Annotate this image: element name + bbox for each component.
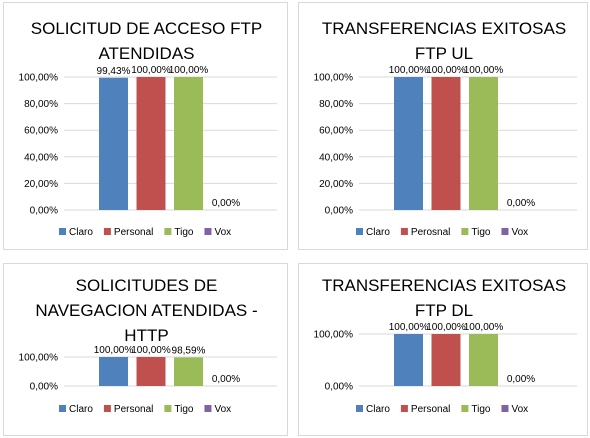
chart-ftp-access: SOLICITUD DE ACCESO FTP ATENDIDAS 0,00% 20,… — [19, 19, 277, 238]
legend-swatch-vox — [204, 228, 212, 235]
legend-label-vox: Vox — [214, 227, 231, 238]
y-tick-label: 80,00% — [319, 99, 353, 110]
data-label-tigo: 100,00% — [169, 65, 209, 76]
y-tick-label: 80,00% — [24, 99, 58, 110]
legend-swatch-vox — [501, 405, 509, 412]
data-label-vox: 0,00% — [212, 198, 240, 209]
y-tick-label: 20,00% — [319, 179, 353, 190]
y-tick-label: 100,00% — [19, 73, 59, 84]
data-label-tigo: 100,00% — [464, 65, 504, 76]
y-tick-label: 0,00% — [30, 382, 58, 393]
y-tick-label: 20,00% — [24, 179, 58, 190]
legend-swatch-perosnal — [400, 228, 408, 235]
data-label-claro: 99,43% — [97, 66, 131, 77]
chart-title-line: ATENDIDAS — [98, 44, 194, 63]
data-label-tigo: 100,00% — [464, 322, 504, 333]
y-tick-label: 40,00% — [319, 152, 353, 163]
y-tick-label: 60,00% — [24, 126, 58, 137]
data-label-claro: 100,00% — [389, 322, 429, 333]
chart-title-line: FTP DL — [415, 301, 473, 320]
chart-title-line: SOLICITUD DE ACCESO FTP — [31, 19, 262, 38]
bar-claro — [99, 77, 128, 210]
chart-title-line: SOLICITUDES DE — [76, 276, 218, 295]
legend-label-vox: Vox — [214, 404, 231, 415]
y-tick-label: 100,00% — [314, 73, 354, 84]
legend-label-personal: Personal — [411, 404, 450, 415]
chart-title-line: FTP UL — [415, 44, 473, 63]
data-label-perosnal: 100,00% — [426, 65, 466, 76]
legend-label-tigo: Tigo — [174, 404, 194, 415]
bar-tigo — [174, 357, 203, 386]
legend-swatch-claro — [356, 405, 363, 412]
y-tick-label: 0,00% — [30, 206, 58, 217]
legend-label-tigo: Tigo — [471, 227, 491, 238]
chart-ftp-dl: TRANSFERENCIAS EXITOSAS FTP DL 0,00% 100,00… — [314, 276, 577, 415]
legend-label-tigo: Tigo — [174, 227, 194, 238]
data-label-personal: 100,00% — [131, 65, 171, 76]
data-label-vox: 0,00% — [507, 198, 535, 209]
chart-http: SOLICITUDES DE NAVEGACION ATENDIDAS - HTTP… — [19, 276, 277, 415]
bar-claro — [394, 334, 423, 386]
legend-label-claro: Claro — [69, 227, 93, 238]
chart-panel-http: SOLICITUDES DE NAVEGACION ATENDIDAS - HTTP… — [3, 263, 288, 436]
y-tick-label: 60,00% — [319, 126, 353, 137]
y-tick-label: 100,00% — [314, 330, 354, 341]
chart-ftp-ul: TRANSFERENCIAS EXITOSAS FTP UL 0,00% 20,00%… — [314, 19, 577, 238]
chart-panel-ftp-access: SOLICITUD DE ACCESO FTP ATENDIDAS 0,00% 20,… — [3, 2, 288, 250]
chart-panel-ftp-dl: TRANSFERENCIAS EXITOSAS FTP DL 0,00% 100,00… — [298, 263, 588, 436]
y-tick-label: 0,00% — [325, 206, 353, 217]
y-tick-label: 40,00% — [24, 152, 58, 163]
legend-label-claro: Claro — [69, 404, 93, 415]
legend-swatch-vox — [204, 405, 212, 412]
legend-swatch-claro — [356, 228, 363, 235]
legend-swatch-personal — [400, 405, 408, 412]
bar-claro — [394, 77, 423, 210]
legend-label-tigo: Tigo — [471, 404, 491, 415]
legend-swatch-tigo — [461, 405, 469, 412]
chart-title-line: NAVEGACION ATENDIDAS - — [35, 301, 257, 320]
bar-tigo — [174, 77, 203, 210]
legend-swatch-tigo — [164, 405, 172, 412]
bar-personal — [136, 357, 166, 386]
chart-title-line: TRANSFERENCIAS EXITOSAS — [322, 276, 566, 295]
legend-label-perosnal: Perosnal — [411, 227, 450, 238]
chart-title-line: HTTP — [124, 326, 168, 345]
legend-label-vox: Vox — [511, 404, 528, 415]
legend-swatch-tigo — [461, 228, 469, 235]
bar-tigo — [469, 334, 498, 386]
data-label-personal: 100,00% — [426, 322, 466, 333]
y-tick-label: 100,00% — [19, 353, 59, 364]
legend-swatch-personal — [103, 228, 111, 235]
bar-personal — [431, 334, 461, 386]
legend-label-claro: Claro — [366, 227, 390, 238]
legend-swatch-tigo — [164, 228, 172, 235]
bar-tigo — [469, 77, 498, 210]
chart-title-line: TRANSFERENCIAS EXITOSAS — [322, 19, 566, 38]
y-tick-label: 0,00% — [325, 382, 353, 393]
data-label-vox: 0,00% — [212, 374, 240, 385]
legend-swatch-claro — [59, 405, 66, 412]
data-label-personal: 100,00% — [131, 345, 171, 356]
bar-claro — [99, 357, 128, 386]
data-label-claro: 100,00% — [94, 345, 134, 356]
legend-label-personal: Personal — [114, 227, 153, 238]
chart-panel-ftp-ul: TRANSFERENCIAS EXITOSAS FTP UL 0,00% 20,00%… — [298, 2, 588, 250]
legend-label-vox: Vox — [511, 227, 528, 238]
legend-label-personal: Personal — [114, 404, 153, 415]
legend-swatch-personal — [103, 405, 111, 412]
legend-swatch-vox — [501, 228, 509, 235]
legend-label-claro: Claro — [366, 404, 390, 415]
data-label-vox: 0,00% — [507, 374, 535, 385]
data-label-tigo: 98,59% — [172, 345, 206, 356]
data-label-claro: 100,00% — [389, 65, 429, 76]
legend-swatch-claro — [59, 228, 66, 235]
bar-perosnal — [431, 77, 461, 210]
bar-personal — [136, 77, 166, 210]
